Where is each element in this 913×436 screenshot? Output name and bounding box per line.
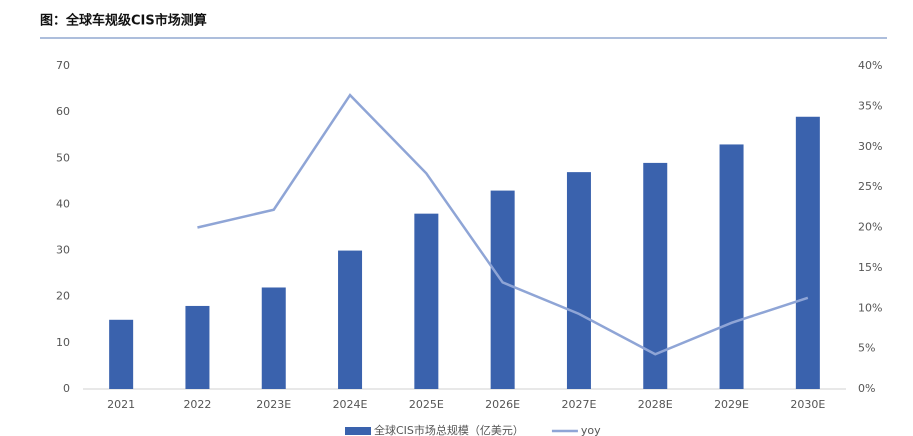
bar [795, 116, 820, 389]
y2-tick-label: 20% [858, 221, 882, 234]
y2-tick-label: 40% [858, 59, 882, 72]
bar [338, 250, 363, 389]
y-tick-label: 60 [56, 105, 70, 118]
bar [185, 305, 210, 389]
y2-tick-label: 0% [858, 382, 875, 395]
y-tick-label: 70 [56, 59, 70, 72]
legend-swatch [345, 427, 371, 435]
x-tick-label: 2026E [485, 398, 520, 411]
y-tick-label: 10 [56, 336, 70, 349]
y2-tick-label: 30% [858, 140, 882, 153]
y-tick-label: 30 [56, 244, 70, 257]
legend-label: 全球CIS市场总规模（亿美元） [374, 423, 524, 436]
y-tick-label: 50 [56, 151, 70, 164]
x-tick-label: 2030E [790, 398, 825, 411]
x-tick-label: 2027E [561, 398, 596, 411]
chart-title: 图：全球车规级CIS市场测算 [40, 13, 207, 29]
bar [719, 144, 744, 389]
y2-tick-label: 5% [858, 342, 875, 355]
bar [566, 172, 591, 389]
x-tick-label: 2028E [638, 398, 673, 411]
x-tick-label: 2025E [409, 398, 444, 411]
y-tick-label: 0 [63, 382, 70, 395]
x-tick-label: 2023E [256, 398, 291, 411]
bar [109, 319, 134, 389]
legend-label: yoy [581, 424, 601, 436]
x-tick-label: 2021 [107, 398, 135, 411]
y2-tick-label: 10% [858, 301, 882, 314]
bar [261, 287, 286, 389]
bar [414, 213, 439, 389]
x-tick-label: 2022 [183, 398, 211, 411]
y2-tick-label: 35% [858, 99, 882, 112]
line [197, 93, 809, 356]
x-tick-label: 2024E [333, 398, 368, 411]
y-tick-label: 40 [56, 197, 70, 210]
y2-tick-label: 15% [858, 261, 882, 274]
y-tick-label: 20 [56, 290, 70, 303]
y2-tick-label: 25% [858, 180, 882, 193]
x-tick-label: 2029E [714, 398, 749, 411]
bar [490, 190, 515, 389]
